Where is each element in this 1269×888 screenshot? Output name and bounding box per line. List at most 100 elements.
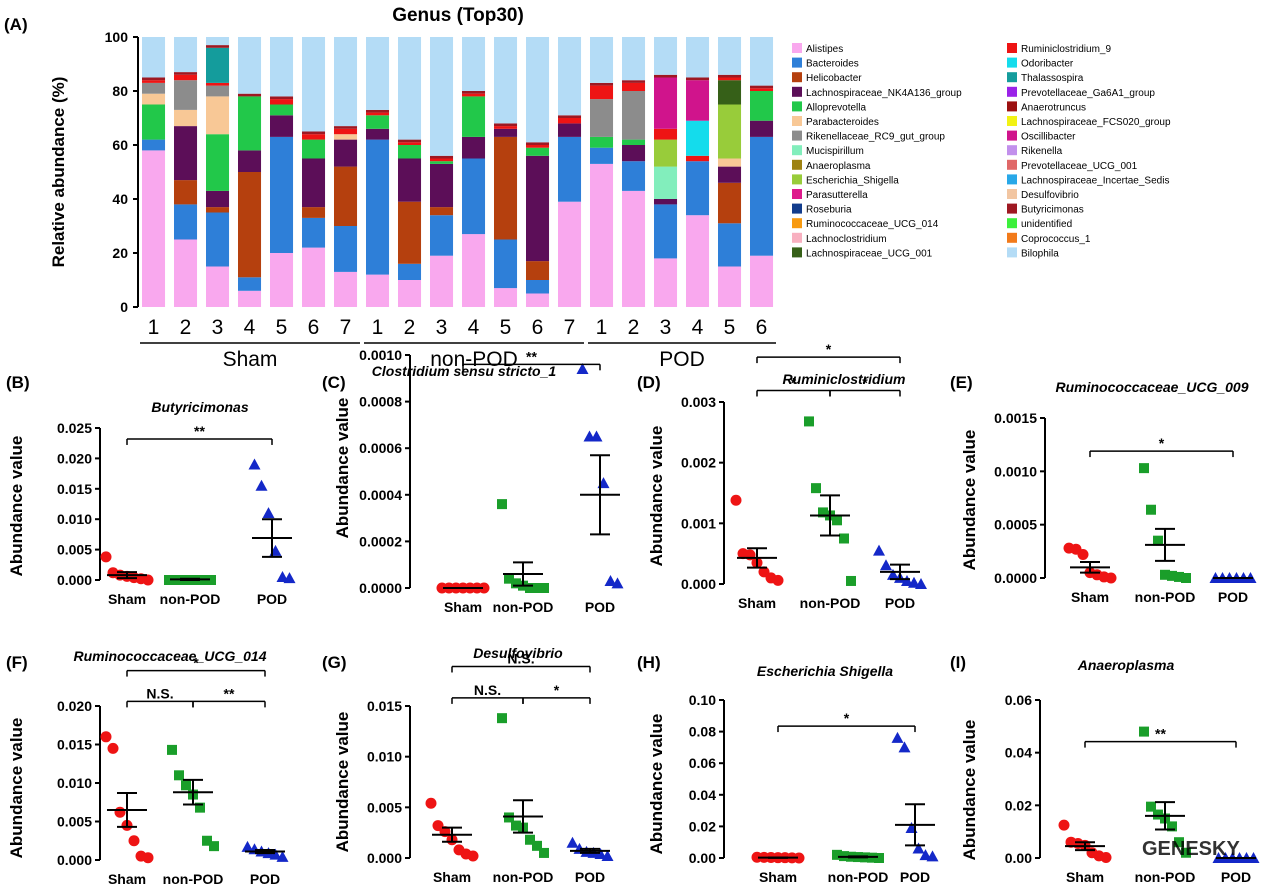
legend-entry: Bilophila (1021, 248, 1059, 259)
bar-segment (270, 104, 294, 116)
bar-segment (526, 145, 550, 148)
x-tick-label: Sham (108, 871, 146, 887)
bar-segment (174, 239, 198, 307)
data-point (818, 507, 828, 518)
y-tick-label: 0.015 (57, 481, 92, 497)
data-point (1153, 809, 1163, 820)
y-tick-label: 0.005 (57, 814, 92, 830)
y-tick-label: 0.025 (57, 420, 92, 436)
y-tick-label: 0.003 (681, 394, 716, 410)
data-point (142, 852, 154, 864)
bar-segment (526, 155, 550, 262)
bar-segment (590, 147, 614, 164)
bar-segment (270, 99, 294, 105)
legend-entry: Rikenella (1021, 146, 1063, 157)
significance-label: N.S. (507, 650, 534, 666)
bar-segment (494, 288, 518, 307)
data-point (128, 835, 140, 847)
legend-swatch (1007, 43, 1017, 53)
sample-label: 6 (308, 316, 320, 339)
legend-entry: Odoribacter (1021, 59, 1074, 70)
panel-label: (F) (6, 653, 28, 672)
bar-segment (366, 128, 390, 140)
data-point (832, 849, 842, 860)
bar-segment (398, 145, 422, 159)
bar-segment (462, 136, 486, 159)
bar-segment (590, 99, 614, 137)
bar-segment (590, 82, 614, 86)
data-point (532, 583, 542, 593)
legend-swatch (1007, 72, 1017, 83)
y-tick-label: 0.010 (57, 511, 92, 527)
sample-label: 5 (500, 316, 512, 339)
bar-segment (494, 123, 518, 127)
significance-label: ** (526, 348, 537, 364)
bar-segment (270, 115, 294, 137)
bar-segment (654, 37, 678, 75)
bar-segment (206, 212, 230, 267)
x-tick-label: Sham (1071, 589, 1109, 605)
data-point (100, 551, 112, 563)
sample-label: 2 (404, 316, 416, 339)
bar-segment (302, 131, 326, 135)
sample-label: 4 (468, 316, 480, 339)
bar-segment (430, 255, 454, 307)
scatter-panel-g: (G) Desulfovibrio Abundance value 0.000 0.00… (322, 645, 614, 885)
x-tick-label: POD (1218, 589, 1248, 605)
bar-segment (398, 263, 422, 280)
bar-segment (302, 139, 326, 159)
data-point (164, 575, 174, 585)
bar-segment (654, 74, 678, 78)
bar-segment (462, 158, 486, 235)
bar-segment (494, 37, 518, 124)
scatter-panel-e: (E) Ruminococcaceae_UCG_009 Abundance valu… (950, 373, 1257, 605)
legend-swatch (792, 218, 802, 229)
bar-segment (558, 37, 582, 116)
y-tick-label: 0.00 (1005, 850, 1032, 866)
y-tick-label: 0.04 (689, 787, 716, 803)
bar-segment (750, 136, 774, 256)
data-point (846, 575, 856, 586)
data-point (873, 544, 885, 556)
scatter-panel-i: (I) Anaeroplasma Abundance value 0.00 0.02 0.… (950, 653, 1260, 885)
bar-segment (430, 37, 454, 156)
bar-segment (718, 182, 742, 224)
bar-segment (270, 136, 294, 253)
legend-swatch (1007, 218, 1017, 229)
y-tick-label: 0.10 (689, 692, 716, 708)
y-tick-label: 0 (120, 299, 128, 315)
data-point (811, 483, 821, 494)
y-tick-label: 0.04 (1005, 745, 1032, 761)
legend-entry: Alloprevotella (806, 102, 866, 113)
x-tick-label: Sham (738, 595, 776, 611)
bar-segment (750, 91, 774, 121)
bar-segment (590, 37, 614, 83)
data-point (100, 731, 112, 743)
significance-label: N.S. (474, 682, 501, 698)
legend-entry: Coprococcus_1 (1021, 234, 1091, 245)
bar-segment (238, 150, 262, 172)
bar-segment (558, 201, 582, 307)
sample-label: 7 (564, 316, 576, 339)
bar-segment (366, 37, 390, 110)
bar-segment (718, 223, 742, 267)
data-point (269, 848, 282, 860)
data-point (114, 806, 126, 818)
scatter-panels: (B) Butyricimonas Abundance value 0.000 0.00… (6, 341, 1260, 887)
bar-segment (398, 201, 422, 264)
data-point (1181, 847, 1191, 858)
legend-entry: Ruminococcaceae_UCG_014 (806, 219, 939, 230)
bar-segment (750, 37, 774, 86)
y-tick-label: 0.005 (367, 799, 402, 815)
bar-segment (430, 155, 454, 159)
legend-swatch (1007, 57, 1017, 68)
bar-segment (622, 80, 646, 83)
bar-segment (718, 158, 742, 167)
sample-label: 4 (244, 316, 256, 339)
legend-entry: unidentified (1021, 219, 1072, 230)
legend-entry: Parabacteroides (806, 117, 879, 128)
bar-segment (718, 266, 742, 307)
significance-label: * (554, 682, 560, 698)
x-tick-label: Sham (108, 591, 146, 607)
